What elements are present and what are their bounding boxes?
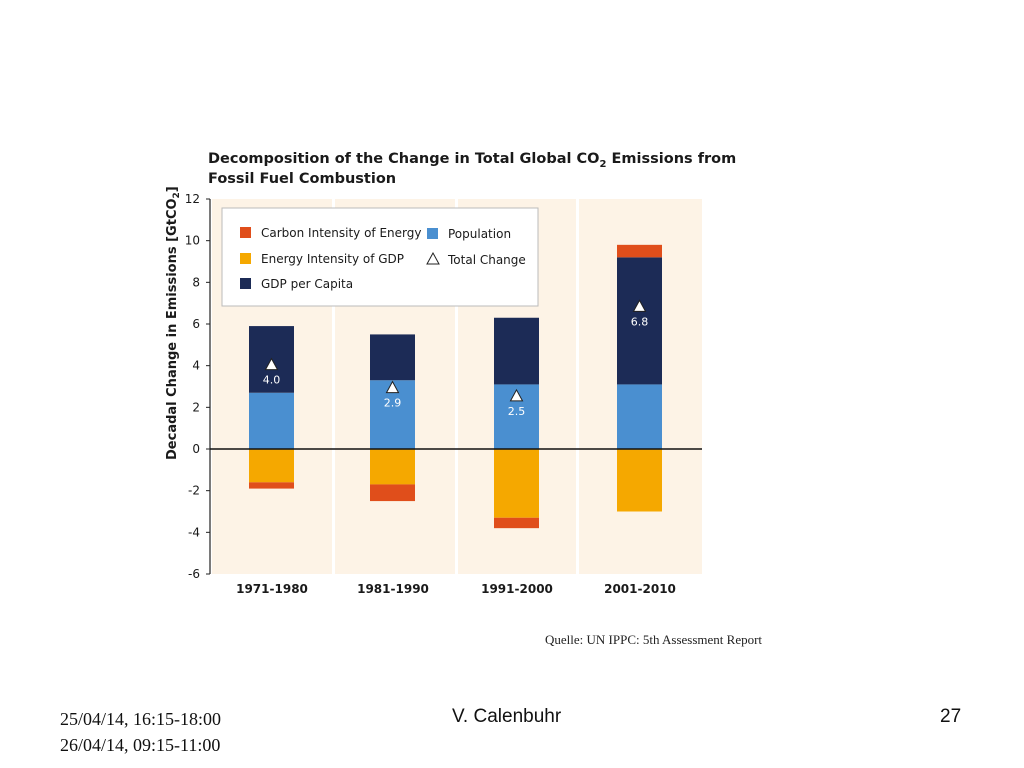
y-tick-label: 2 — [192, 400, 200, 414]
legend-label: Total Change — [447, 253, 526, 267]
total-change-marker — [264, 357, 279, 371]
total-change-marker — [385, 380, 400, 394]
legend-swatch — [240, 227, 251, 238]
x-category-label: 1991-2000 — [481, 582, 553, 596]
page-number: 27 — [940, 706, 962, 727]
legend: Carbon Intensity of Energy Population Ener… — [221, 207, 539, 307]
bar-segment-carbon-intensity-of-energy — [617, 244, 662, 258]
x-category-label: 1981-1990 — [357, 582, 429, 596]
bar-segment-carbon-intensity-of-energy — [370, 484, 415, 502]
x-axis-categories: 1971-1980 1981-1990 1991-2000 2001-2010 — [236, 582, 676, 596]
footer-author: V. Calenbuhr — [452, 706, 562, 727]
legend-triangle-icon — [426, 251, 440, 265]
bar-segment-gdp-per-capita — [494, 317, 539, 385]
total-change-marker — [632, 299, 647, 312]
bar-segment-population — [617, 384, 662, 449]
source-note: Quelle: UN IPPC: 5th Assessment Report — [545, 632, 763, 647]
y-tick-label: -4 — [188, 525, 200, 539]
y-tick-label: -6 — [188, 567, 200, 581]
bar-segment-energy-intensity-of-gdp — [494, 449, 539, 518]
bar-segment-population — [249, 392, 294, 449]
total-change-markers: 4.0 2.9 2.5 6.8 — [263, 299, 649, 418]
bar-segment-energy-intensity-of-gdp — [249, 449, 294, 483]
total-change-label: 2.5 — [508, 405, 526, 418]
bar-segment-gdp-per-capita — [370, 334, 415, 381]
bar-segment-carbon-intensity-of-energy — [249, 482, 294, 489]
y-tick-label: 8 — [192, 275, 200, 289]
chart-title-line2: Fossil Fuel Combustion — [208, 171, 396, 187]
bar-segment-gdp-per-capita — [617, 257, 662, 385]
y-tick-label: 0 — [192, 442, 200, 456]
footer-date-1: 25/04/14, 16:15-18:00 — [60, 709, 221, 729]
footer-date-2: 26/04/14, 09:15-11:00 — [60, 735, 221, 755]
total-change-label: 2.9 — [384, 397, 402, 410]
x-category-label: 1971-1980 — [236, 582, 308, 596]
legend-swatch — [427, 228, 438, 239]
legend-swatch — [240, 253, 251, 264]
x-category-label: 2001-2010 — [604, 582, 676, 596]
bar-segment-energy-intensity-of-gdp — [370, 449, 415, 485]
legend-box — [221, 207, 539, 307]
legend-label: Energy Intensity of GDP — [261, 252, 404, 266]
y-axis-label: Decadal Change in Emissions [GtCO2] — [165, 186, 182, 460]
y-tick-label: 10 — [185, 234, 200, 248]
bars — [210, 244, 702, 529]
y-axis: 12 10 8 6 4 2 0 -2 -4 -6 — [185, 192, 211, 581]
legend-label: GDP per Capita — [261, 277, 353, 291]
footer-dates: 25/04/14, 16:15-18:00 26/04/14, 09:15-11… — [60, 706, 221, 758]
y-tick-label: -2 — [188, 484, 200, 498]
y-tick-label: 6 — [192, 317, 200, 331]
total-change-label: 6.8 — [631, 315, 649, 328]
legend-label: Population — [448, 227, 511, 241]
total-change-marker — [509, 388, 524, 402]
legend-swatch — [240, 278, 251, 289]
bar-segment-carbon-intensity-of-energy — [494, 517, 539, 529]
y-tick-label: 4 — [192, 359, 200, 373]
y-tick-label: 12 — [185, 192, 200, 206]
bar-segment-energy-intensity-of-gdp — [617, 449, 662, 512]
total-change-label: 4.0 — [263, 374, 281, 387]
chart-title-line1: Decomposition of the Change in Total Glo… — [208, 151, 736, 170]
legend-label: Carbon Intensity of Energy — [261, 226, 421, 240]
